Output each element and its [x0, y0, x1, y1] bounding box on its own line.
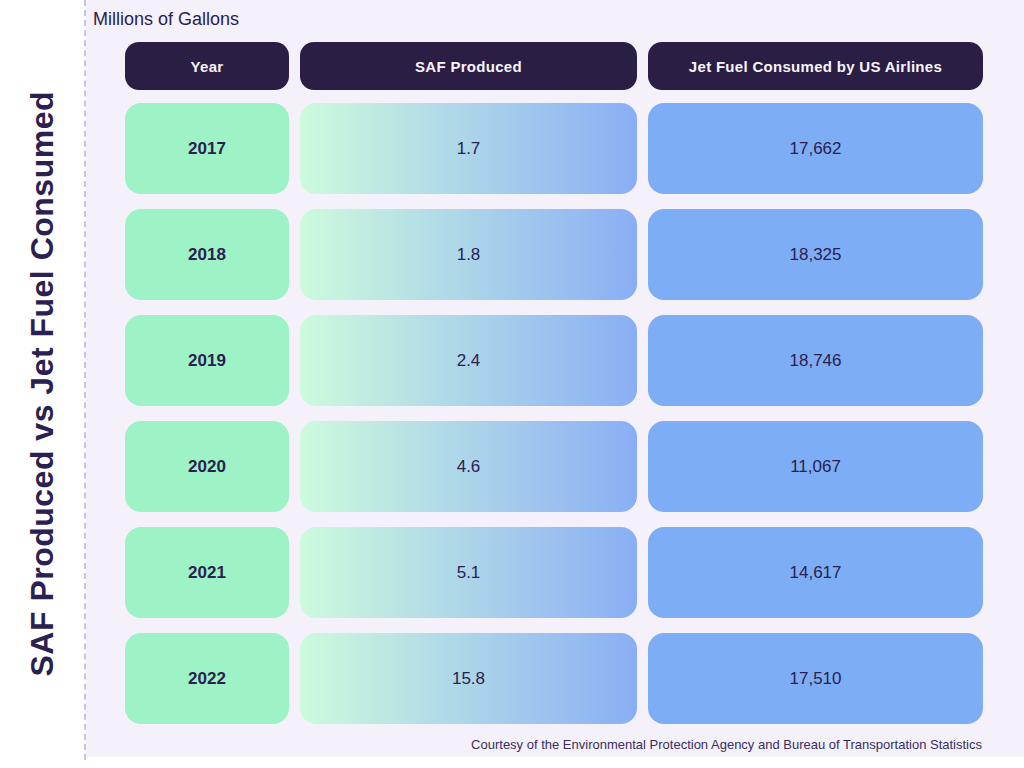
table-body: 20171.717,66220181.818,32520192.418,7462… [125, 103, 983, 724]
jet-fuel-consumed-cell: 17,662 [648, 103, 983, 194]
sidebar: SAF Produced vs Jet Fuel Consumed [0, 0, 84, 768]
header-year: Year [125, 42, 289, 90]
infographic-page: SAF Produced vs Jet Fuel Consumed Millio… [0, 0, 1024, 768]
header-jet-fuel-consumed: Jet Fuel Consumed by US Airlines [648, 42, 983, 90]
table-row: 20171.717,662 [125, 103, 983, 194]
table-row: 20181.818,325 [125, 209, 983, 300]
header-saf-produced: SAF Produced [300, 42, 637, 90]
main-area: Millions of Gallons Year SAF Produced Je… [86, 0, 1024, 757]
year-cell: 2021 [125, 527, 289, 618]
jet-fuel-consumed-cell: 14,617 [648, 527, 983, 618]
saf-produced-cell: 5.1 [300, 527, 637, 618]
year-cell: 2019 [125, 315, 289, 406]
page-title: SAF Produced vs Jet Fuel Consumed [24, 91, 61, 677]
table-header-row: Year SAF Produced Jet Fuel Consumed by U… [125, 42, 983, 90]
attribution: Courtesy of the Environmental Protection… [471, 737, 982, 752]
jet-fuel-consumed-cell: 11,067 [648, 421, 983, 512]
table-row: 202215.817,510 [125, 633, 983, 724]
saf-produced-cell: 15.8 [300, 633, 637, 724]
data-table: Year SAF Produced Jet Fuel Consumed by U… [125, 42, 983, 739]
table-row: 20215.114,617 [125, 527, 983, 618]
year-cell: 2018 [125, 209, 289, 300]
units-label: Millions of Gallons [93, 9, 239, 30]
table-row: 20204.611,067 [125, 421, 983, 512]
year-cell: 2017 [125, 103, 289, 194]
jet-fuel-consumed-cell: 17,510 [648, 633, 983, 724]
table-row: 20192.418,746 [125, 315, 983, 406]
year-cell: 2022 [125, 633, 289, 724]
saf-produced-cell: 1.8 [300, 209, 637, 300]
saf-produced-cell: 2.4 [300, 315, 637, 406]
saf-produced-cell: 4.6 [300, 421, 637, 512]
saf-produced-cell: 1.7 [300, 103, 637, 194]
jet-fuel-consumed-cell: 18,325 [648, 209, 983, 300]
jet-fuel-consumed-cell: 18,746 [648, 315, 983, 406]
year-cell: 2020 [125, 421, 289, 512]
